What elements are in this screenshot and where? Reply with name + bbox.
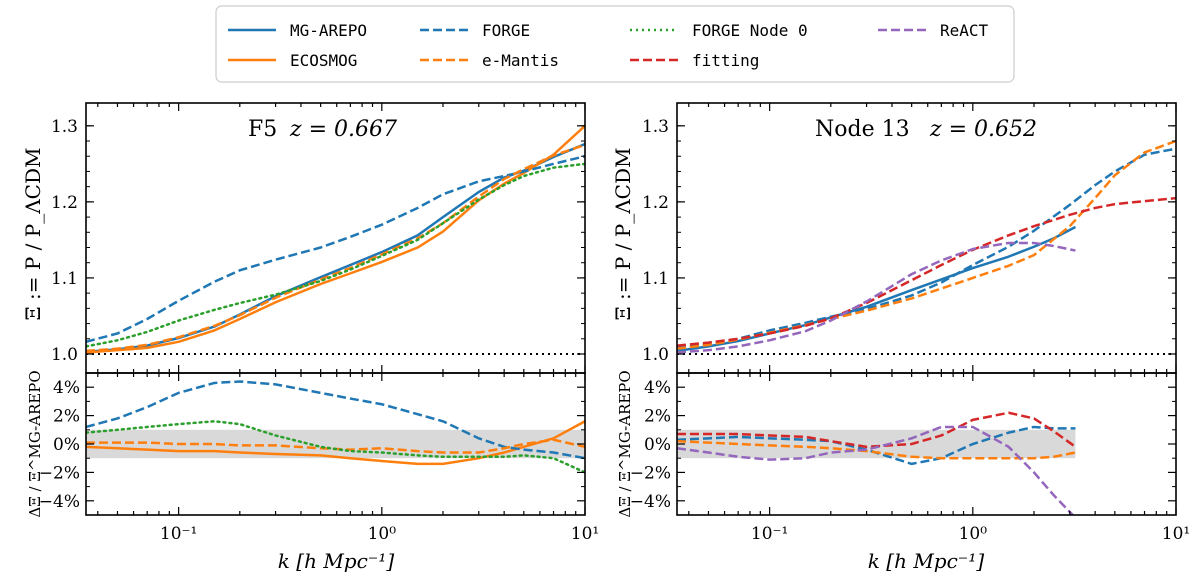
right-bottom-series-e-mantis <box>677 439 1076 460</box>
right-x-tick-label: 10⁰ <box>959 524 988 544</box>
left-bottom-y-tick-label: −4% <box>39 492 80 512</box>
left-axes: 10⁻¹ 10⁰ 10¹ 1.0 1.1 1.2 1.3 −4% −2% 0% 2% 4% <box>39 102 599 544</box>
right-top-series-fitting <box>677 196 1176 347</box>
left-bottom-y-tick-label: 2% <box>53 407 80 427</box>
right-top-y-tick-label: 1.3 <box>642 117 669 137</box>
right-top-y-tick-label: 1.0 <box>642 345 669 365</box>
left-title-z: z = 0.667 <box>289 117 397 142</box>
legend-label-react: ReACT <box>940 21 989 40</box>
left-bottom-series-e-mantis <box>86 438 585 454</box>
left-top-y-tick-label: 1.2 <box>51 193 78 213</box>
right-top-y-tick-label: 1.1 <box>642 269 669 289</box>
left-bottom-y-tick-label: 4% <box>53 378 80 398</box>
right-bottom-y-tick-label: −4% <box>630 492 671 512</box>
panel-left: 10⁻¹ 10⁰ 10¹ 1.0 1.1 1.2 1.3 −4% −2% 0% 2% 4% F5 z … <box>21 102 599 573</box>
left-top-plot-area <box>86 124 585 355</box>
left-x-tick-label: 10⁻¹ <box>160 524 197 544</box>
legend-label-mgarepo: MG-AREPO <box>290 21 367 40</box>
right-top-ylabel: Ξ := P / P_ΛCDM <box>611 148 635 321</box>
right-top-plot-area <box>677 139 1176 355</box>
left-bottom-ylabel: ΔΞ / Ξ^MG-AREPO <box>26 370 44 517</box>
left-bottom-series-forge <box>86 380 585 460</box>
right-axes: 10⁻¹ 10⁰ 10¹ 1.0 1.1 1.2 1.3 −4% −2% 0% 2% 4% <box>630 102 1190 544</box>
legend-label-forge: FORGE <box>482 21 530 40</box>
left-xlabel: k [h Mpc⁻¹] <box>278 549 395 573</box>
right-title-z: z = 0.652 <box>929 117 1037 142</box>
left-top-series-forge <box>86 155 585 344</box>
left-bottom-series-ecosmog <box>86 420 585 466</box>
left-top-y-tick-label: 1.3 <box>51 117 78 137</box>
left-title-model: F5 <box>248 117 277 142</box>
left-top-y-tick-label: 1.1 <box>51 269 78 289</box>
legend: MG-AREPO ECOSMOG FORGE e-Mantis FORGE No… <box>215 5 1015 83</box>
left-bottom-y-tick-label: −2% <box>39 463 80 483</box>
right-title-model: Node 13 <box>815 117 910 142</box>
left-top-series-ecosmog <box>86 124 585 354</box>
right-bottom-series-react <box>677 425 1075 515</box>
left-x-tick-label: 10¹ <box>571 524 599 544</box>
right-top-series-mg-arepo <box>677 225 1077 353</box>
right-x-tick-label: 10⁻¹ <box>751 524 788 544</box>
left-top-ylabel: Ξ := P / P_ΛCDM <box>21 148 45 321</box>
legend-label-fitting: fitting <box>692 51 759 70</box>
right-bottom-ylabel: ΔΞ / Ξ^MG-AREPO <box>616 370 634 517</box>
right-x-tick-label: 10¹ <box>1162 524 1190 544</box>
left-top-series-forge-node-0 <box>86 162 585 348</box>
panel-right: 10⁻¹ 10⁰ 10¹ 1.0 1.1 1.2 1.3 −4% −2% 0% 2% 4% Node … <box>611 102 1190 573</box>
right-bottom-y-tick-label: 2% <box>644 407 671 427</box>
left-x-tick-label: 10⁰ <box>368 524 397 544</box>
left-bottom-y-tick-label: 0% <box>53 435 80 455</box>
right-bottom-y-tick-label: 4% <box>644 378 671 398</box>
left-tolerance-band <box>86 429 585 459</box>
right-top-series-forge <box>677 147 1176 350</box>
right-bottom-y-tick-label: 0% <box>644 435 671 455</box>
left-bottom-series-forge-node-0 <box>86 420 585 474</box>
legend-label-emantis: e-Mantis <box>482 51 559 70</box>
left-bottom-plot-area <box>86 380 585 474</box>
right-top-y-tick-label: 1.2 <box>642 193 669 213</box>
right-bottom-y-tick-label: −2% <box>630 463 671 483</box>
right-top-series-react <box>677 241 1076 354</box>
right-bottom-series-forge <box>677 425 1076 466</box>
left-top-series-e-mantis <box>86 143 585 353</box>
right-xlabel: k [h Mpc⁻¹] <box>868 549 985 573</box>
right-bottom-series-fitting <box>677 411 1077 449</box>
left-top-y-tick-label: 1.0 <box>51 345 78 365</box>
legend-frame <box>215 5 1015 83</box>
legend-label-ecosmog: ECOSMOG <box>290 51 357 70</box>
right-bottom-plot-area <box>677 411 1077 515</box>
legend-label-forgenode0: FORGE Node 0 <box>692 21 808 40</box>
